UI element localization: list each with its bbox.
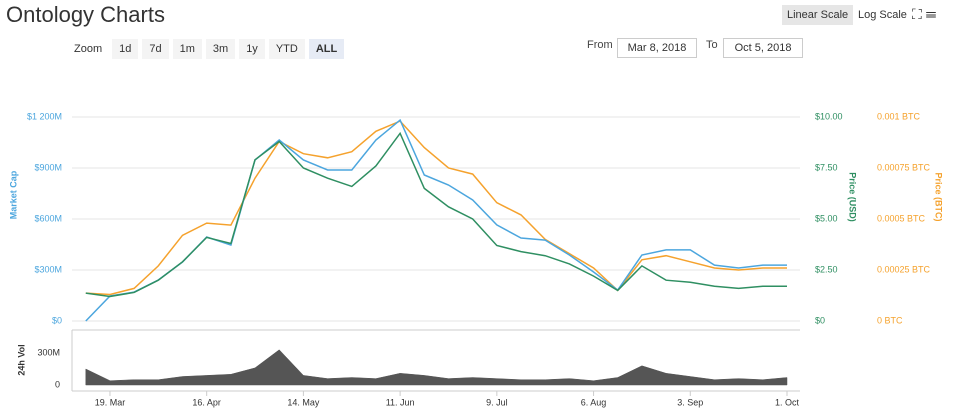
line-series (85, 118, 787, 322)
axis-title: 24h Vol (16, 344, 26, 375)
y-tick-label: 0 BTC (877, 315, 903, 325)
x-tick-label: 3. Sep (677, 397, 703, 407)
line-series (85, 120, 787, 296)
y-tick-label: $2.50 (815, 264, 838, 274)
y-tick-label: 0 (55, 379, 60, 389)
to-label: To (706, 39, 718, 51)
y-tick-label: 0.0005 BTC (877, 213, 926, 223)
from-label: From (587, 39, 613, 51)
line-series (85, 131, 787, 298)
axis-title: Price (BTC) (934, 172, 944, 221)
y-tick-label: $600M (34, 213, 62, 223)
chart-title: Ontology Charts (6, 2, 165, 27)
y-tick-label: $300M (34, 264, 62, 274)
menu-icons[interactable]: ⛶ ☰ (912, 6, 937, 22)
x-tick-label: 19. Mar (95, 397, 126, 407)
volume-area (85, 349, 788, 386)
x-tick-label: 6. Aug (581, 397, 607, 407)
axis-title: Price (USD) (848, 172, 858, 222)
zoom-button[interactable]: ALL (308, 39, 345, 59)
to-input[interactable]: Oct 5, 2018 (723, 38, 803, 58)
y-tick-label: 0.00075 BTC (877, 162, 931, 172)
zoom-row: Zoom 1d 7d 1m 3m 1y YTD ALL (74, 39, 345, 59)
zoom-button[interactable]: 1m (172, 39, 202, 59)
scale-button[interactable]: Linear Scale (782, 5, 854, 25)
x-tick-label: 14. May (287, 397, 320, 407)
x-tick-label: 16. Apr (192, 397, 221, 407)
zoom-button[interactable]: 3m (205, 39, 236, 59)
y-tick-label: $5.00 (815, 213, 838, 223)
y-tick-label: $0 (52, 315, 62, 325)
y-tick-label: $7.50 (815, 162, 838, 172)
zoom-label: Zoom (74, 43, 103, 55)
zoom-button[interactable]: 1y (239, 39, 265, 59)
axis-title: Market Cap (8, 170, 18, 219)
y-tick-label: $10.00 (815, 111, 843, 121)
zoom-button[interactable]: 7d (142, 39, 169, 59)
y-tick-label: 0.00025 BTC (877, 264, 931, 274)
x-tick-label: 11. Jun (386, 397, 415, 407)
y-tick-label: 300M (37, 347, 60, 357)
zoom-button[interactable]: 1d (112, 39, 139, 59)
zoom-button[interactable]: YTD (268, 39, 305, 59)
x-tick-label: 9. Jul (486, 397, 508, 407)
y-tick-label: $900M (34, 162, 62, 172)
y-tick-label: $1 200M (27, 111, 62, 121)
x-tick-label: 1. Oct (775, 397, 800, 407)
from-input[interactable]: Mar 8, 2018 (617, 38, 697, 58)
y-tick-label: $0 (815, 315, 825, 325)
y-tick-label: 0.001 BTC (877, 111, 921, 121)
scale-button[interactable]: Log Scale (858, 9, 907, 21)
